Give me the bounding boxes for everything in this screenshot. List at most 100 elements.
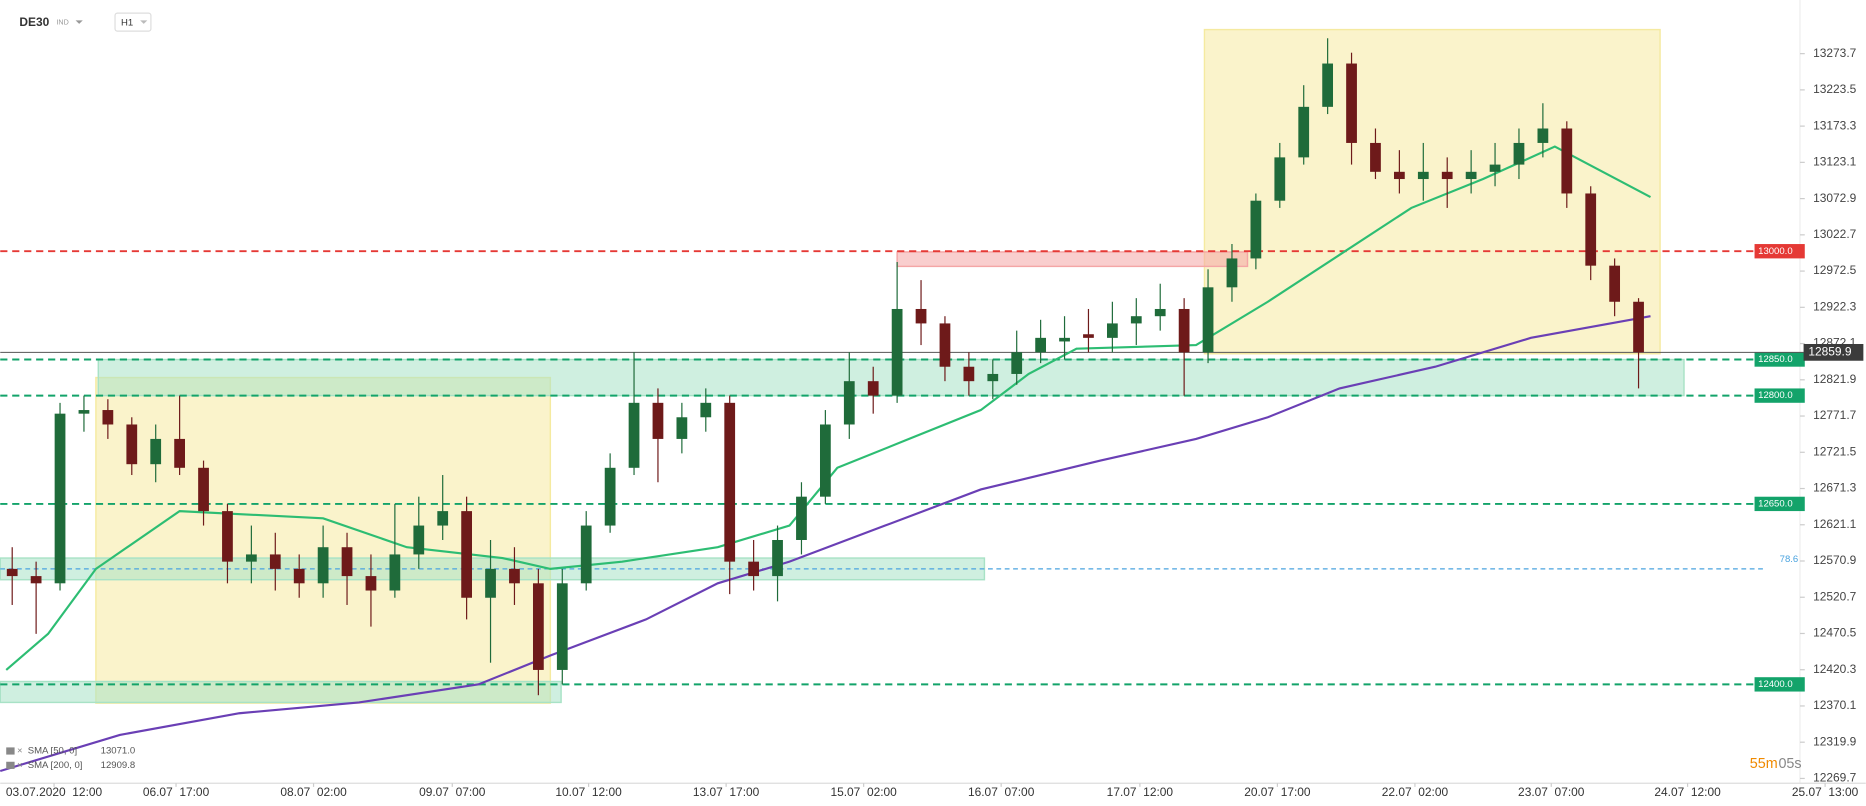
y-tick-label: 13022.7 [1813, 227, 1857, 241]
timer-seconds: 05s [1778, 756, 1801, 772]
candle-body [1178, 308, 1190, 353]
candle-body [1298, 106, 1310, 158]
candle-body [485, 568, 496, 598]
y-tick-label: 12370.1 [1813, 698, 1857, 712]
level-tag [1754, 244, 1805, 259]
x-tick-label: 16.07 07:00 [968, 785, 1035, 799]
candle-body [78, 410, 90, 414]
candle-body [293, 568, 305, 584]
candle-body [269, 554, 281, 569]
candle-body [1633, 301, 1644, 353]
candle-body [939, 323, 951, 367]
candle-body [724, 402, 736, 562]
y-tick-label: 12470.5 [1813, 626, 1857, 640]
level-tag [1754, 677, 1805, 692]
x-tick-label: 23.07 07:00 [1518, 785, 1585, 799]
x-tick-label: 06.07 17:00 [143, 785, 210, 799]
level-tag [1754, 496, 1805, 512]
candle-body [532, 583, 544, 670]
candle-body [915, 308, 927, 324]
interval[interactable]: H1 [121, 17, 133, 28]
legend-close: × [17, 760, 23, 771]
level-label: 12800.0 [1758, 390, 1793, 401]
candle-body [1059, 337, 1070, 342]
candle-body [102, 410, 114, 425]
x-tick-label: 10.07 12:00 [555, 785, 622, 799]
candle-body [365, 576, 377, 591]
legend-value: 13071.0 [101, 746, 136, 757]
timer-minutes: 55m [1750, 756, 1778, 772]
header: DE30 IND H1 [19, 12, 152, 32]
interval-box[interactable] [114, 12, 152, 32]
legend-name: SMA [50, 0] [28, 746, 77, 757]
candle-body [6, 568, 18, 577]
y-tick-label: 12520.7 [1813, 589, 1857, 603]
candle-body [437, 511, 449, 526]
candle-body [1346, 63, 1357, 143]
x-tick-label: 03.07.2020 12:00 [6, 785, 103, 799]
symbol[interactable]: DE30 [19, 15, 49, 29]
candle-body [222, 511, 233, 562]
candle-body [580, 525, 592, 584]
candle-body [1011, 352, 1023, 374]
y-tick-label: 12922.3 [1813, 299, 1857, 313]
y-tick-label: 12319.9 [1813, 734, 1857, 748]
current-price-label: 12859.9 [1808, 345, 1852, 359]
dropdown-caret[interactable] [75, 20, 83, 24]
y-tick-label: 12671.3 [1813, 481, 1857, 495]
current-price-tag [1803, 343, 1864, 361]
candle-body [174, 438, 185, 468]
dropdown-caret[interactable] [140, 20, 148, 24]
candle-body [867, 381, 879, 396]
candle-body [748, 561, 760, 577]
candle-body [1322, 63, 1334, 107]
candle-body [1609, 265, 1621, 302]
candle-body [652, 402, 664, 439]
fib-label: 78.6 [1780, 554, 1799, 565]
candle-body [30, 576, 42, 584]
x-tick-label: 08.07 02:00 [280, 785, 347, 799]
candle-body [1130, 316, 1142, 324]
candle-body [700, 402, 712, 418]
y-tick-label: 13173.3 [1813, 118, 1857, 132]
candle-body [1489, 164, 1501, 172]
y-tick-label: 13072.9 [1813, 191, 1857, 205]
x-tick-label: 17.07 12:00 [1107, 785, 1174, 799]
zone [896, 251, 1249, 268]
level-label: 13000.0 [1758, 246, 1793, 257]
sma-line [5, 145, 1652, 671]
candle-body [628, 402, 640, 468]
candle-body [245, 554, 257, 562]
candle-body [1154, 308, 1166, 317]
candle-body [772, 539, 783, 577]
y-tick-label: 13123.1 [1813, 155, 1857, 169]
y-tick-label: 12420.3 [1813, 662, 1857, 676]
candle-body [1226, 258, 1238, 288]
x-tick-label: 13.07 17:00 [693, 785, 760, 799]
candle-body [1513, 142, 1525, 165]
candle-body [54, 413, 66, 584]
x-tick-label: 20.07 17:00 [1244, 785, 1311, 799]
candle-body [1083, 334, 1094, 338]
candle-body [891, 308, 903, 396]
legend-icon [6, 747, 15, 755]
candle-body [1537, 128, 1549, 143]
candle-body [1417, 171, 1429, 180]
candle-body [198, 467, 209, 512]
legend-name: SMA [200, 0] [28, 760, 83, 771]
x-tick-label: 24.07 12:00 [1654, 785, 1721, 799]
candle-body [604, 467, 616, 526]
y-tick-label: 12972.5 [1813, 263, 1857, 277]
y-tick-label: 12821.9 [1813, 372, 1857, 386]
level-label: 12400.0 [1758, 679, 1793, 690]
y-tick-label: 12771.7 [1813, 408, 1857, 422]
candle-body [1561, 128, 1573, 194]
zone [97, 358, 1685, 397]
legend-close: × [17, 746, 23, 757]
candle-body [676, 417, 688, 439]
candle-body [796, 496, 807, 540]
candle-body [461, 511, 473, 598]
candle-body [341, 547, 353, 577]
candle-body [126, 424, 138, 465]
